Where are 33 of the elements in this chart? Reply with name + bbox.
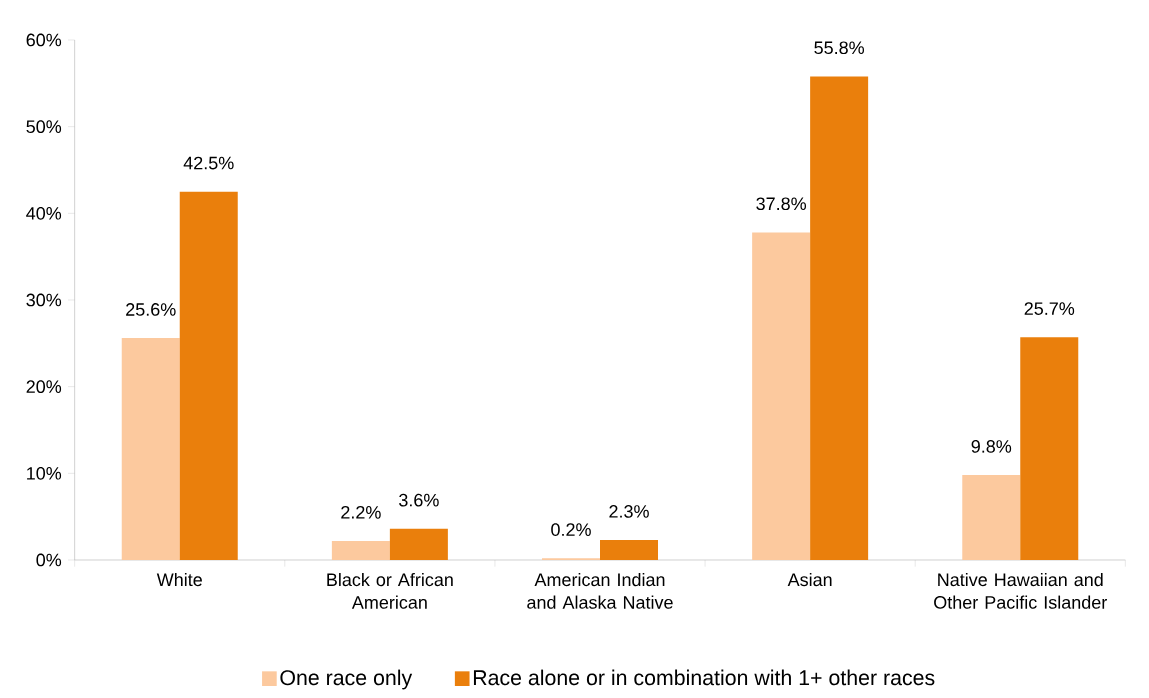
bar: [962, 475, 1021, 560]
data-label: 9.8%: [971, 440, 1012, 453]
legend-label: Race alone or in combination with 1+ other races: [473, 669, 935, 686]
y-tick-label: 0%: [36, 553, 62, 567]
bar: [121, 338, 180, 560]
bar: [331, 540, 390, 560]
data-label: 55.8%: [814, 41, 865, 55]
bar: [1020, 337, 1079, 560]
y-tick-label: 30%: [26, 293, 62, 307]
x-tick-label: Native Hawaiian and Other Pacific Islander: [934, 572, 1107, 609]
y-tick-label: 40%: [26, 206, 62, 220]
bar: [752, 232, 811, 560]
bar: [810, 76, 869, 560]
x-tick-label: Asian: [787, 572, 832, 587]
data-label: 37.8%: [756, 197, 807, 211]
data-label: 2.3%: [609, 505, 649, 518]
x-tick-label: White: [156, 572, 202, 587]
y-tick-label: 60%: [26, 33, 62, 47]
y-tick-label: 50%: [26, 120, 62, 134]
data-label: 3.6%: [399, 493, 439, 507]
data-label: 25.7%: [1024, 302, 1075, 315]
bar: [600, 540, 658, 560]
y-tick-label: 10%: [27, 466, 62, 480]
data-label: 0.2%: [551, 523, 591, 536]
x-tick-label: Black or African American: [327, 572, 453, 609]
x-tick-label: American Indian and Alaska Native: [527, 572, 673, 609]
data-label: 2.2%: [341, 505, 381, 519]
legend-label: One race only: [280, 669, 413, 690]
data-label: 42.5%: [183, 156, 234, 170]
data-label: 25.6%: [126, 303, 176, 316]
bar: [389, 528, 448, 560]
bar: [179, 191, 238, 560]
y-tick-label: 20%: [26, 380, 62, 394]
